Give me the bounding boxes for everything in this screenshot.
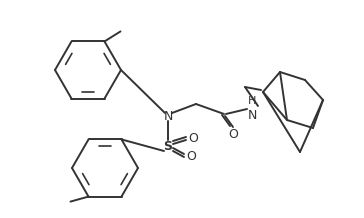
Text: O: O [188,131,198,145]
Text: N: N [247,109,257,122]
Text: S: S [163,140,173,153]
Text: H: H [248,96,256,106]
Text: O: O [228,128,238,140]
Text: N: N [163,109,173,123]
Text: O: O [186,150,196,162]
